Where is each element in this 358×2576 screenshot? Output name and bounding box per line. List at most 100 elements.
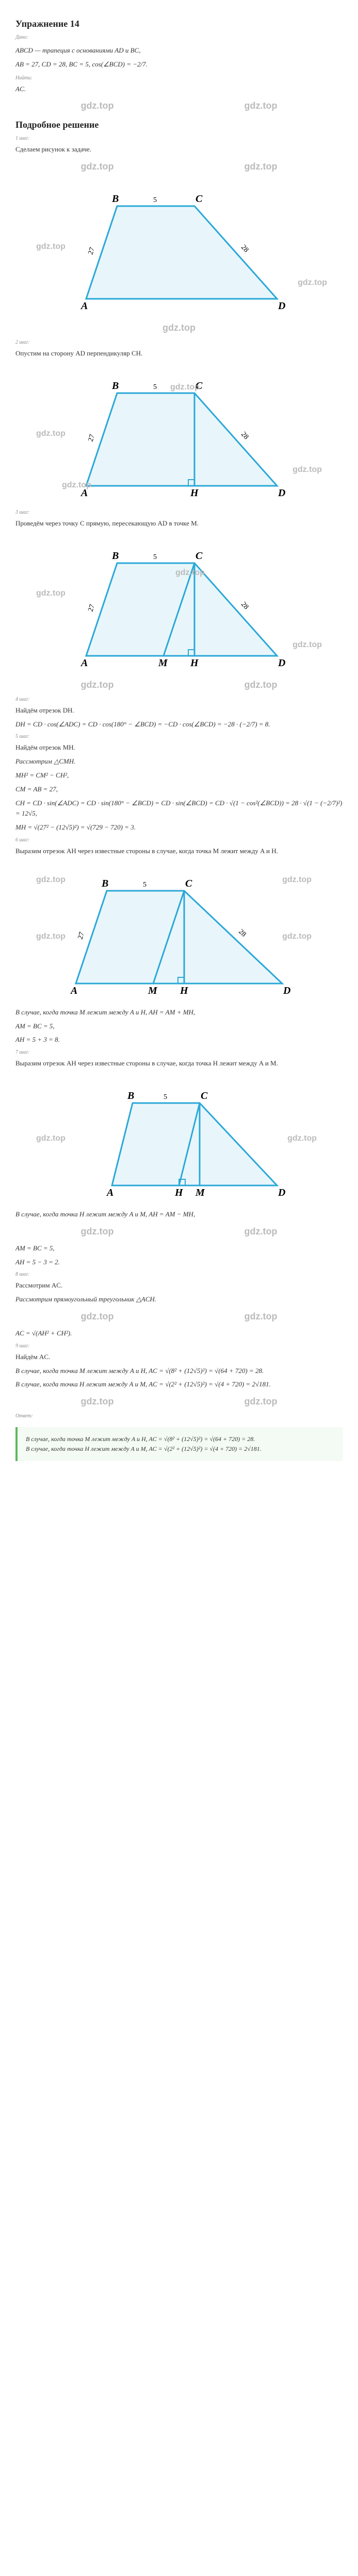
step-6-am: AM = BC = 5, bbox=[15, 1021, 343, 1032]
watermark-row: gdz.top gdz.top bbox=[15, 1396, 343, 1407]
detailed-title: Подробное решение bbox=[15, 120, 343, 130]
watermark-text: gdz.top bbox=[292, 640, 322, 650]
side-ab: 27 bbox=[87, 603, 97, 613]
watermark-text: gdz.top bbox=[36, 429, 66, 438]
step-1-label: 1 шаг: bbox=[15, 135, 343, 141]
label-c: C bbox=[196, 550, 203, 562]
trapezoid-chm-svg: A B C D H M 5 27 28 bbox=[50, 537, 308, 671]
watermark-text: gdz.top bbox=[62, 481, 91, 490]
label-c: C bbox=[196, 193, 203, 205]
label-m: M bbox=[148, 985, 158, 996]
step-8-label: 8 шаг: bbox=[15, 1272, 343, 1277]
watermark-row: gdz.top gdz.top bbox=[15, 680, 343, 690]
watermark-text: gdz.top bbox=[81, 100, 114, 111]
side-bc: 5 bbox=[143, 881, 147, 889]
watermark-row: gdz.top gdz.top bbox=[15, 100, 343, 111]
figure-4: A B C D H M 5 27 28 gdz.top gdz.top gdz.… bbox=[15, 865, 343, 999]
label-b: B bbox=[111, 550, 119, 562]
watermark-text: gdz.top bbox=[245, 1226, 278, 1237]
step-7-case: В случае, когда точка H лежит между A и … bbox=[15, 1209, 343, 1220]
watermark-text: gdz.top bbox=[245, 1311, 278, 1322]
label-c: C bbox=[201, 1090, 208, 1101]
given-line-2: AB = 27, CD = 28, BC = 5, cos(∠BCD) = −2… bbox=[15, 59, 343, 70]
step-9-label: 9 шаг: bbox=[15, 1343, 343, 1349]
step-5-body-3: CM = AB = 27, bbox=[15, 784, 343, 795]
watermark-text: gdz.top bbox=[282, 875, 312, 885]
figure-3: A B C D H M 5 27 28 gdz.top gdz.top gdz.… bbox=[15, 537, 343, 671]
step-7-label: 7 шаг: bbox=[15, 1049, 343, 1055]
step-7-title: Выразим отрезок AH через известные сторо… bbox=[15, 1058, 343, 1069]
watermark-row: gdz.top gdz.top bbox=[15, 1226, 343, 1237]
watermark-text: gdz.top bbox=[36, 589, 66, 598]
step-5-body-5: MH = √(27² − (12√5)²) = √(729 − 720) = 3… bbox=[15, 822, 343, 833]
step-1-text: Сделаем рисунок к задаче. bbox=[15, 144, 343, 155]
step-9-case-b: В случае, когда точка H лежит между A и … bbox=[15, 1379, 343, 1390]
label-h: H bbox=[190, 487, 199, 499]
side-cd: 28 bbox=[239, 600, 250, 611]
step-4-title: Найдём отрезок DH. bbox=[15, 705, 343, 716]
label-c: C bbox=[185, 878, 192, 889]
side-ab: 27 bbox=[77, 931, 87, 940]
answer-line-2: В случае, когда точка H лежит между A и … bbox=[26, 1445, 334, 1453]
watermark-text: gdz.top bbox=[81, 161, 114, 172]
trapezoid-case-a-svg: A B C D H M 5 27 28 bbox=[45, 865, 313, 999]
label-b: B bbox=[111, 380, 119, 392]
watermark-text: gdz.top bbox=[170, 383, 200, 392]
step-7-ah: AH = 5 − 3 = 2. bbox=[15, 1257, 343, 1268]
side-cd: 28 bbox=[237, 928, 247, 939]
trapezoid-shape bbox=[86, 393, 277, 486]
label-h: H bbox=[174, 1187, 184, 1198]
trapezoid-shape bbox=[86, 206, 277, 299]
side-bc: 5 bbox=[153, 553, 157, 561]
label-d: D bbox=[278, 487, 285, 499]
watermark-text: gdz.top bbox=[15, 323, 343, 333]
exercise-title: Упражнение 14 bbox=[15, 19, 343, 29]
step-5-title: Найдём отрезок MH. bbox=[15, 742, 343, 753]
step-9-title: Найдём AC. bbox=[15, 1352, 343, 1363]
side-bc: 5 bbox=[153, 196, 157, 204]
side-bc: 5 bbox=[164, 1093, 167, 1101]
watermark-text: gdz.top bbox=[245, 680, 278, 690]
watermark-text: gdz.top bbox=[245, 1396, 278, 1407]
side-bc: 5 bbox=[153, 383, 157, 391]
watermark-text: gdz.top bbox=[282, 932, 312, 941]
step-2-label: 2 шаг: bbox=[15, 340, 343, 345]
label-m: M bbox=[195, 1187, 205, 1198]
figure-5: A B C D H M 5 gdz.top gdz.top bbox=[15, 1077, 343, 1201]
label-a: A bbox=[70, 985, 77, 996]
side-ab: 27 bbox=[87, 433, 97, 443]
watermark-text: gdz.top bbox=[287, 1134, 317, 1143]
label-d: D bbox=[278, 1187, 285, 1198]
label-b: B bbox=[101, 878, 108, 889]
watermark-text: gdz.top bbox=[245, 100, 278, 111]
watermark-text: gdz.top bbox=[36, 932, 66, 941]
answer-line-1: В случае, когда точка M лежит между A и … bbox=[26, 1435, 334, 1443]
step-9-case-a: В случае, когда точка M лежит между A и … bbox=[15, 1366, 343, 1377]
step-6-case: В случае, когда точка M лежит между A и … bbox=[15, 1007, 343, 1018]
step-8-body-2: AC = √(AH² + CH²). bbox=[15, 1328, 343, 1339]
step-8-title: Рассмотрим AC. bbox=[15, 1280, 343, 1291]
label-b: B bbox=[127, 1090, 134, 1101]
step-5-body-4: CH = CD · sin(∠ADC) = CD · sin(180° − ∠B… bbox=[15, 798, 343, 820]
label-d: D bbox=[278, 300, 285, 312]
step-3-label: 3 шаг: bbox=[15, 510, 343, 515]
watermark-text: gdz.top bbox=[292, 465, 322, 474]
watermark-text: gdz.top bbox=[81, 1226, 114, 1237]
step-4-label: 4 шаг: bbox=[15, 697, 343, 702]
label-d: D bbox=[278, 657, 285, 669]
answer-box: В случае, когда точка M лежит между A и … bbox=[15, 1427, 343, 1461]
figure-2: A B C D H 5 27 28 gdz.top gdz.top gdz.to… bbox=[15, 367, 343, 501]
step-8-body-1: Рассмотрим прямоугольный треугольник △AC… bbox=[15, 1294, 343, 1305]
step-6-title: Выразим отрезок AH через известные сторо… bbox=[15, 846, 343, 857]
trapezoid-case-b-svg: A B C D H M 5 bbox=[50, 1077, 308, 1201]
step-4-body: DH = CD · cos(∠ADC) = CD · cos(180° − ∠B… bbox=[15, 719, 343, 730]
trapezoid-svg: A B C D 5 27 28 bbox=[50, 180, 308, 314]
watermark-text: gdz.top bbox=[298, 278, 327, 287]
figure-1: A B C D 5 27 28 gdz.top gdz.top bbox=[15, 180, 343, 314]
label-a: A bbox=[80, 657, 88, 669]
label-h: H bbox=[180, 985, 189, 996]
label-h: H bbox=[190, 657, 199, 669]
given-label: Дано: bbox=[15, 35, 343, 40]
watermark-text: gdz.top bbox=[36, 242, 66, 251]
label-b: B bbox=[111, 193, 119, 205]
